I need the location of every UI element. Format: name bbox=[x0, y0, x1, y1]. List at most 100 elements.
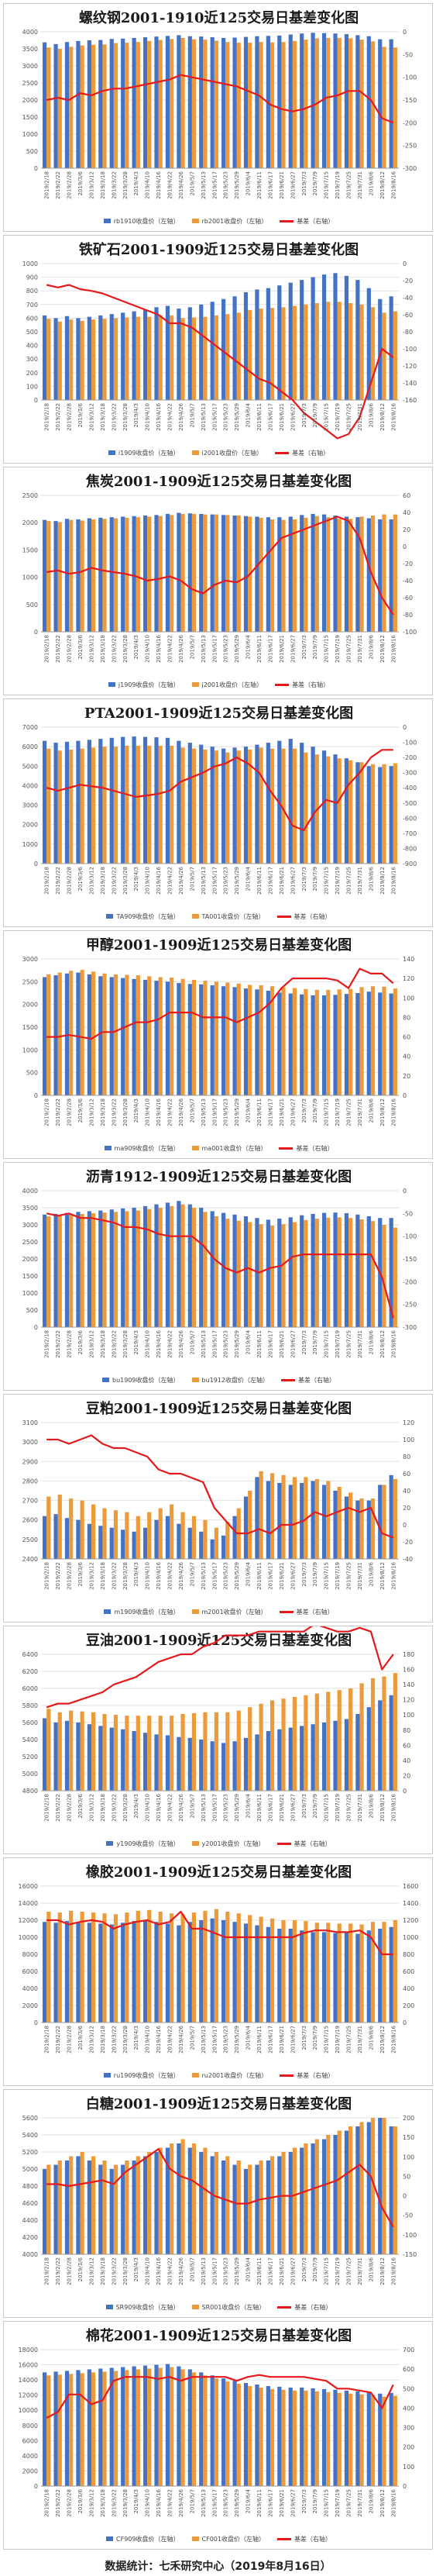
bar-near-contract bbox=[53, 743, 58, 864]
x-axis-tick: 2019/6/11 bbox=[256, 403, 263, 431]
bar-near-contract bbox=[355, 35, 360, 169]
bar-near-contract bbox=[255, 289, 259, 400]
bar-near-contract bbox=[53, 43, 58, 169]
bar-near-contract bbox=[344, 34, 349, 168]
x-axis-tick: 2019/6/11 bbox=[256, 1794, 263, 1822]
legend-label: 基差（右轴） bbox=[297, 217, 335, 225]
right-axis-tick: 200 bbox=[403, 2444, 414, 2451]
bar-far-contract bbox=[281, 1474, 286, 1559]
left-axis-tick: 10000 bbox=[19, 1934, 38, 1941]
legend-swatch bbox=[191, 450, 199, 455]
right-axis-tick: 80 bbox=[403, 1454, 410, 1460]
x-axis-tick: 2019/4/16 bbox=[156, 2488, 162, 2516]
legend-swatch bbox=[191, 2305, 199, 2309]
x-axis-tick: 2019/4/3 bbox=[133, 1562, 139, 1586]
right-axis-tick: -150 bbox=[403, 97, 417, 104]
legend-item: 基差（右轴） bbox=[276, 2535, 331, 2543]
x-axis-tick: 2019/5/13 bbox=[201, 1098, 207, 1126]
left-axis-tick: 0 bbox=[34, 629, 38, 636]
x-axis-tick: 2019/3/18 bbox=[100, 1562, 106, 1590]
x-axis-tick: 2019/4/16 bbox=[156, 1793, 162, 1821]
bar-near-contract bbox=[389, 1695, 393, 1791]
bar-near-contract bbox=[277, 35, 282, 169]
x-axis-tick: 2019/5/17 bbox=[211, 1330, 218, 1358]
bar-far-contract bbox=[370, 986, 376, 1095]
bar-far-contract bbox=[136, 316, 140, 400]
bar-near-contract bbox=[311, 33, 315, 168]
bar-far-contract bbox=[102, 519, 107, 632]
bar-near-contract bbox=[53, 1213, 58, 1327]
x-axis-tick: 2019/7/31 bbox=[357, 1098, 363, 1126]
legend-label: 基差（右轴） bbox=[294, 1840, 331, 1847]
right-axis-tick: -50 bbox=[403, 2212, 413, 2219]
bar-near-contract bbox=[366, 36, 371, 168]
left-axis-tick: 500 bbox=[26, 1070, 38, 1077]
right-axis-tick: -160 bbox=[403, 397, 417, 404]
bar-near-contract bbox=[378, 519, 383, 632]
bar-near-contract bbox=[199, 1531, 204, 1559]
bar-near-contract bbox=[98, 2368, 103, 2486]
x-axis-tick: 2019/3/6 bbox=[77, 402, 84, 427]
bar-far-contract bbox=[203, 1212, 208, 1327]
bar-far-contract bbox=[314, 989, 319, 1095]
bar-near-contract bbox=[53, 975, 58, 1095]
basis-line bbox=[46, 749, 393, 832]
bar-far-contract bbox=[170, 1205, 174, 1327]
right-axis-tick: 60 bbox=[403, 1742, 410, 1749]
bar-far-contract bbox=[170, 1913, 174, 2023]
bar-near-contract bbox=[177, 2143, 181, 2254]
bar-far-contract bbox=[348, 988, 353, 1095]
bar-far-contract bbox=[259, 1703, 263, 1791]
left-axis-tick: 2600 bbox=[22, 1517, 38, 1524]
bar-near-contract bbox=[87, 2369, 91, 2486]
x-axis-tick: 2019/6/27 bbox=[290, 635, 296, 663]
x-axis-tick: 2019/8/12 bbox=[379, 867, 386, 895]
bar-near-contract bbox=[300, 33, 304, 169]
bar-near-contract bbox=[210, 514, 215, 632]
bar-far-contract bbox=[337, 1486, 342, 1559]
x-axis-tick: 2019/7/9 bbox=[312, 1562, 318, 1586]
x-axis-tick: 2019/8/6 bbox=[368, 171, 374, 195]
x-axis-tick: 2019/7/9 bbox=[312, 2489, 318, 2513]
legend-swatch bbox=[280, 219, 294, 222]
bar-far-contract bbox=[259, 2160, 263, 2254]
x-axis-tick: 2019/6/17 bbox=[267, 171, 273, 199]
x-axis-tick: 2019/2/22 bbox=[55, 1098, 61, 1126]
bar-far-contract bbox=[191, 2143, 197, 2254]
bar-far-contract bbox=[337, 302, 342, 400]
bar-far-contract bbox=[214, 981, 218, 1095]
bar-near-contract bbox=[321, 995, 327, 1095]
bar-far-contract bbox=[236, 2384, 241, 2486]
bar-near-contract bbox=[333, 1720, 338, 1791]
bar-near-contract bbox=[232, 1516, 237, 1559]
x-axis-tick: 2019/6/27 bbox=[290, 171, 296, 199]
legend-swatch bbox=[106, 1841, 114, 1846]
right-axis-tick: 0 bbox=[403, 1788, 407, 1795]
bar-far-contract bbox=[326, 989, 331, 1095]
x-axis-tick: 2019/5/7 bbox=[189, 2489, 195, 2513]
bar-far-contract bbox=[125, 1912, 129, 2023]
bar-far-contract bbox=[102, 973, 107, 1095]
bar-near-contract bbox=[311, 513, 315, 632]
bar-near-contract bbox=[333, 273, 338, 400]
bar-far-contract bbox=[236, 2160, 241, 2254]
left-axis-tick: 6000 bbox=[22, 2437, 38, 2444]
bar-far-contract bbox=[314, 1693, 319, 1791]
right-axis-tick: -20 bbox=[403, 278, 413, 284]
right-axis-tick: -100 bbox=[403, 346, 417, 353]
bar-near-contract bbox=[210, 302, 215, 400]
bar-near-contract bbox=[165, 513, 170, 632]
x-axis-tick: 2019/4/3 bbox=[133, 2026, 139, 2050]
bar-far-contract bbox=[80, 1213, 84, 1327]
bar-near-contract bbox=[355, 517, 360, 632]
bar-far-contract bbox=[46, 47, 51, 168]
bar-near-contract bbox=[132, 37, 136, 168]
bar-far-contract bbox=[191, 1712, 197, 1791]
left-axis-tick: 4200 bbox=[22, 2234, 38, 2241]
x-axis-tick: 2019/2/22 bbox=[55, 171, 61, 199]
bar-far-contract bbox=[136, 2156, 140, 2254]
x-axis-tick: 2019/5/17 bbox=[211, 2026, 218, 2054]
bar-near-contract bbox=[121, 312, 125, 400]
x-axis-tick: 2019/6/21 bbox=[279, 1794, 285, 1822]
bar-far-contract bbox=[337, 1923, 342, 2023]
